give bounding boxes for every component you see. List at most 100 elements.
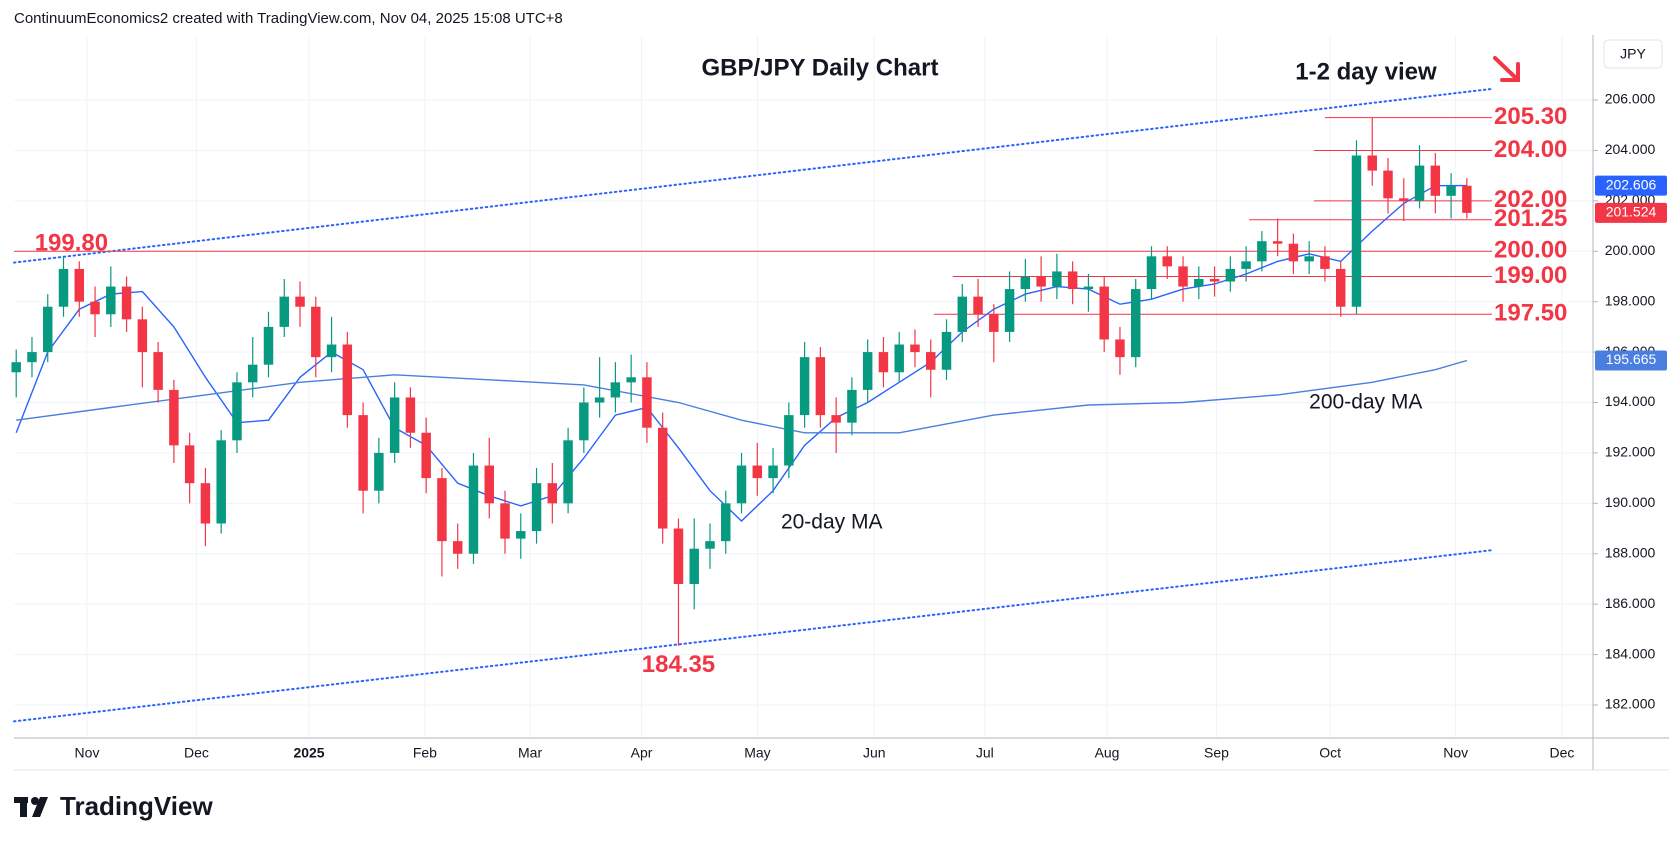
candle-body <box>626 377 636 383</box>
candle-body <box>1004 289 1015 332</box>
level-label: 200.00 <box>1494 237 1567 264</box>
candle-body <box>784 415 794 466</box>
candle-body <box>263 326 274 365</box>
ma-line <box>15 184 1467 522</box>
candle-body <box>90 301 100 315</box>
candle-body <box>500 503 510 539</box>
candle-body <box>973 296 983 315</box>
candle-body <box>1367 155 1377 171</box>
candle-body <box>1257 241 1267 262</box>
candle-body <box>326 344 337 358</box>
x-tick-label: Oct <box>1319 745 1341 761</box>
x-tick-label: Nov <box>1443 745 1468 761</box>
candle-body <box>1272 241 1283 244</box>
candle-body <box>1036 276 1046 287</box>
candle-body <box>1462 185 1472 213</box>
y-tick-label: 194.000 <box>1605 393 1656 409</box>
price-tag-label: 202.606 <box>1606 176 1657 192</box>
price-tag <box>1595 350 1667 371</box>
currency-box[interactable] <box>1603 39 1663 69</box>
candle-body <box>200 483 211 524</box>
x-tick-label: May <box>744 745 770 761</box>
candle-body <box>941 331 952 370</box>
candle-body <box>847 389 857 423</box>
candle-body <box>563 440 573 504</box>
x-tick-label: Dec <box>184 745 209 761</box>
candle-body <box>11 362 21 373</box>
candle-body <box>405 397 416 433</box>
y-tick-label: 188.000 <box>1605 544 1656 560</box>
x-tick-label: Nov <box>75 745 100 761</box>
footer-brand: TradingView <box>60 791 213 821</box>
candle-body <box>43 306 53 353</box>
x-tick-label: Mar <box>518 745 542 761</box>
candle-body <box>957 296 968 332</box>
moving-averages <box>15 184 1468 522</box>
candle-body <box>484 465 494 504</box>
candle-body <box>862 352 873 390</box>
price-tag-label: 195.665 <box>1606 351 1657 367</box>
candle-body <box>516 531 526 539</box>
candle-body <box>1414 165 1425 201</box>
candle-body <box>768 465 778 479</box>
candle-body <box>736 465 747 504</box>
candle-body <box>437 478 447 542</box>
candle-body <box>547 483 558 504</box>
x-tick-label: Jul <box>976 745 994 761</box>
candle-body <box>1178 266 1188 287</box>
candle-body <box>106 286 116 315</box>
candle-body <box>1225 268 1236 282</box>
candle-body <box>705 541 715 549</box>
currency: JPY <box>1620 46 1646 62</box>
channel-line <box>13 87 1495 264</box>
candle-body <box>1241 261 1251 269</box>
candle-body <box>27 352 37 363</box>
candle-body <box>1130 289 1141 358</box>
candle-body <box>374 452 384 491</box>
arrow <box>1493 56 1520 82</box>
y-tick-label: 186.000 <box>1605 595 1656 611</box>
candle-body <box>358 415 368 491</box>
candle-body <box>1304 256 1314 262</box>
annotation: 184.35 <box>642 651 715 678</box>
candle-body <box>926 352 936 370</box>
y-tick-label: 206.000 <box>1605 91 1656 107</box>
candle-body <box>878 352 889 373</box>
candle-body <box>169 389 179 446</box>
candle-body <box>311 306 321 358</box>
annotation: 199.80 <box>35 230 108 257</box>
candle-body <box>594 397 605 403</box>
x-tick-label: Aug <box>1095 745 1120 761</box>
candle-body <box>216 440 226 524</box>
candle-body <box>689 548 699 584</box>
y-tick-label: 204.000 <box>1605 141 1656 157</box>
candle-body <box>184 445 195 484</box>
candle-body <box>1399 198 1409 201</box>
candle-body <box>1115 339 1125 358</box>
x-tick-label: Dec <box>1549 745 1574 761</box>
level-label: 202.00 <box>1494 186 1567 213</box>
candle-body <box>1067 271 1078 290</box>
candle-body <box>673 528 684 584</box>
candle-body <box>579 402 589 441</box>
channels <box>13 87 1495 723</box>
candle-body <box>815 357 826 416</box>
candle-body <box>1320 256 1330 269</box>
chart-title: GBP/JPY Daily Chart <box>702 54 939 81</box>
channel-line <box>13 548 1495 723</box>
y-tick-label: 190.000 <box>1605 494 1656 510</box>
candle-body <box>153 352 163 390</box>
y-tick-label: 182.000 <box>1605 696 1656 712</box>
candle-body <box>1383 170 1393 199</box>
candle-body <box>1162 256 1172 267</box>
candle-body <box>1335 268 1346 307</box>
x-tick-label: 2025 <box>293 745 324 761</box>
logo <box>14 797 48 817</box>
level-label: 205.30 <box>1494 103 1567 130</box>
candle-body <box>1052 271 1062 287</box>
candle-body <box>121 286 132 320</box>
level-label: 199.00 <box>1494 262 1567 289</box>
candle-body <box>1351 155 1362 307</box>
candle-body <box>452 541 463 554</box>
candle-body <box>799 357 810 416</box>
